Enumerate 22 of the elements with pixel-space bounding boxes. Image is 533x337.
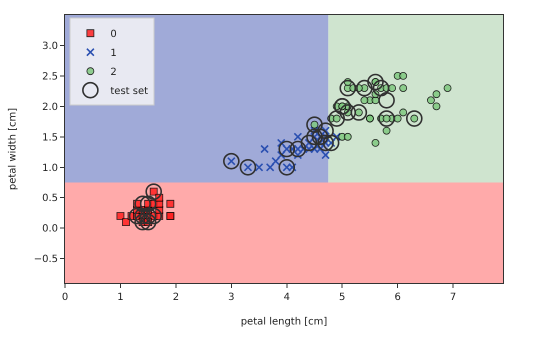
- x-tick-label: 4: [284, 292, 290, 303]
- y-tick-label: −0.5: [34, 254, 58, 266]
- legend-label: 0: [110, 29, 117, 40]
- x-axis-title: petal length [cm]: [240, 316, 328, 328]
- y-tick-label: 0.5: [42, 193, 58, 204]
- x-tick-label: 0: [62, 292, 68, 303]
- y-tick-label: 1.5: [42, 132, 58, 144]
- x-tick-label: 2: [172, 292, 180, 303]
- legend-label: test set: [110, 86, 148, 98]
- y-tick-label: 0.0: [42, 224, 58, 235]
- y-tick-label: 2.0: [42, 102, 58, 113]
- x-tick-label: 1: [117, 292, 124, 303]
- y-tick-label: 2.5: [42, 71, 58, 82]
- legend-label: 2: [110, 67, 117, 78]
- y-tick-label: 3.0: [42, 40, 58, 52]
- x-tick-label: 5: [339, 292, 346, 303]
- x-tick-label: 6: [394, 292, 401, 303]
- y-axis-title: petal width [cm]: [8, 108, 19, 190]
- x-tick-label: 3: [228, 292, 235, 303]
- x-tick-label: 7: [450, 292, 456, 303]
- legend-label: 1: [110, 48, 117, 60]
- y-tick-label: 1.0: [42, 162, 58, 174]
